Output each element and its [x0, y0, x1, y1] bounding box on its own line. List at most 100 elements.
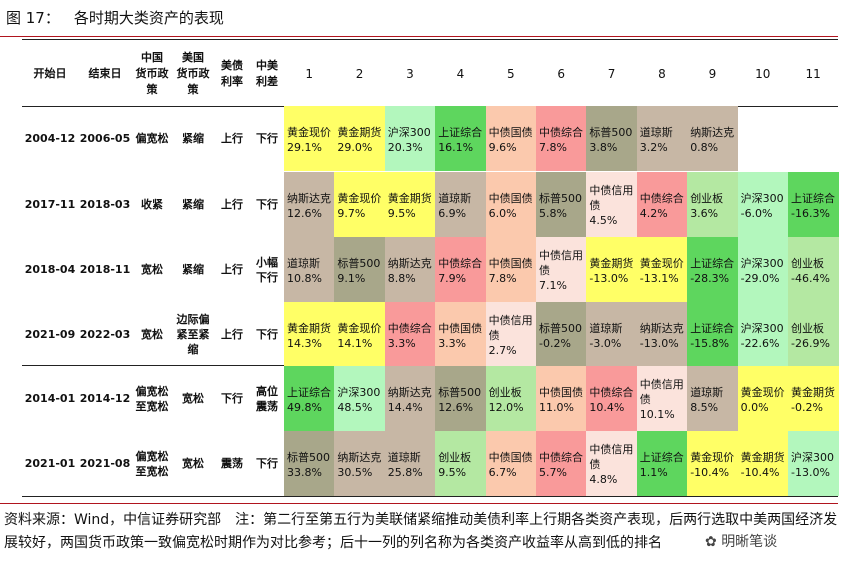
asset-name-line: 债 — [488, 329, 500, 342]
asset-cell: 中债信用债 4.8% — [586, 431, 638, 496]
asset-return: 33.8% — [287, 465, 322, 479]
header-text-line: 美国 — [182, 51, 204, 64]
row-spread-text: 下行 — [256, 327, 278, 342]
asset-return: 14.1% — [337, 336, 373, 350]
asset-name: 创业板 — [791, 321, 824, 335]
asset-cell: 黄金期货 9.5% — [384, 172, 436, 237]
row-cn-cell: 偏宽松 至宽松 — [132, 366, 172, 431]
footnote-rule — [0, 503, 838, 504]
asset-return: 12.0% — [488, 400, 524, 414]
asset-name: 黄金现价 — [740, 385, 785, 399]
asset-cell: 中债国债 11.0% — [536, 366, 587, 431]
footnote-text: 资料来源：Wind，中信证券研究部 注：第二行至第五行为美联储紧缩推动美债利率上… — [4, 512, 838, 551]
asset-return: 48.5% — [337, 400, 373, 414]
row-start-cell: 2021-09 — [22, 302, 78, 367]
row-us-line: 缩 — [187, 343, 199, 356]
header-text-line: 美债 — [221, 59, 243, 72]
asset-return: 8.8% — [387, 271, 416, 285]
asset-name: 标普500 — [589, 125, 633, 139]
asset-cell: 道琼斯 8.5% — [687, 366, 739, 431]
asset-cell: 中债综合 4.2% — [636, 172, 688, 237]
row-rate-cell: 震荡 — [214, 431, 250, 496]
asset-name: 标普500 — [287, 450, 330, 464]
asset-return: -26.9% — [791, 336, 830, 350]
asset-cell: 黄金现价 -13.1% — [636, 237, 688, 302]
asset-name: 道琼斯 — [438, 191, 472, 205]
wechat-icon: ✿ — [705, 534, 717, 550]
asset-name: 中债国债 — [438, 321, 483, 335]
asset-name: 沪深300 — [387, 125, 431, 139]
asset-name: 沪深300 — [740, 256, 784, 270]
row-end-cell: 2018-11 — [78, 237, 132, 302]
header-text-line: 策 — [187, 83, 199, 96]
asset-cell: 黄金期货 -13.0% — [586, 237, 638, 302]
asset-cell: 纳斯达克 14.4% — [384, 366, 436, 431]
asset-return: 20.3% — [387, 140, 423, 154]
asset-name-line: 债 — [589, 458, 601, 471]
asset-return: 5.8% — [539, 206, 567, 220]
asset-return: 3.3% — [387, 336, 416, 350]
asset-return: 29.1% — [287, 140, 322, 154]
asset-name-line: 中债信用 — [639, 378, 684, 391]
row-us-cell: 紧缩 — [172, 237, 214, 302]
row-cn-text: 宽松 — [141, 262, 163, 277]
header-rank-7: 7 — [607, 67, 616, 81]
asset-cell: 中债信用债 2.7% — [485, 302, 537, 367]
row-end-text: 2021-08 — [79, 457, 131, 470]
asset-name: 沪深300 — [740, 321, 784, 335]
row-rate-cell: 上行 — [214, 172, 250, 237]
asset-cell: 中债综合 7.8% — [536, 106, 587, 171]
row-spread-line: 下行 — [256, 457, 278, 470]
asset-return: -13.0% — [639, 336, 679, 350]
row-cn-line: 偏宽松 — [135, 384, 169, 398]
row-spread-cell: 下行 — [250, 302, 284, 367]
asset-name: 沪深300 — [740, 191, 784, 205]
asset-name: 上证综合 — [791, 191, 835, 205]
row-start-text: 2021-01 — [24, 457, 76, 470]
row-end-cell: 2021-08 — [78, 431, 132, 496]
asset-cell: 沪深300 -6.0% — [737, 172, 789, 237]
asset-cell: 沪深300 48.5% — [334, 366, 386, 431]
asset-cell: 沪深300 -29.0% — [737, 237, 789, 302]
figure-title: 图 17： 各时期大类资产的表现 — [0, 0, 847, 36]
asset-cell: 黄金期货 -0.2% — [788, 366, 839, 431]
row-spread-text: 下行 — [256, 131, 278, 146]
asset-return: -3.0% — [589, 336, 622, 350]
header-rank-2: 2 — [355, 67, 364, 81]
header-text-line: 利率 — [221, 75, 243, 88]
asset-cell: 黄金现价 14.1% — [334, 302, 386, 367]
asset-cell: 道琼斯 25.8% — [384, 431, 436, 496]
asset-cell: 中债综合 3.3% — [384, 302, 436, 367]
asset-cell: 中债信用债 7.1% — [536, 237, 587, 302]
asset-return: 6.9% — [438, 206, 467, 220]
asset-return: 30.5% — [337, 465, 373, 479]
asset-return: 10.4% — [589, 400, 625, 414]
asset-cell: 标普500 12.6% — [435, 366, 487, 431]
row-us-text: 边际偏 紧至紧缩 — [177, 312, 210, 357]
row-us-text: 宽松 — [182, 456, 204, 471]
asset-return: 29.0% — [337, 140, 373, 154]
row-cn-line: 偏宽松 — [135, 449, 169, 463]
asset-name: 创业板 — [690, 191, 724, 205]
asset-name: 纳斯达克 — [337, 450, 382, 464]
row-us-text: 紧缩 — [182, 197, 204, 212]
asset-return: 49.8% — [287, 400, 322, 414]
table-top-rule — [22, 39, 838, 40]
row-spread-text: 下行 — [256, 197, 278, 212]
header-rank-11: 11 — [805, 67, 821, 81]
asset-return: -28.3% — [690, 271, 730, 285]
row-rate-line: 下行 — [221, 392, 243, 405]
header-text-line: 货币政 — [135, 67, 169, 80]
asset-return: -0.2% — [791, 400, 823, 414]
asset-return: 12.6% — [438, 400, 474, 414]
header-rank-10: 10 — [755, 67, 771, 81]
asset-cell: 纳斯达克 30.5% — [334, 431, 386, 496]
asset-cell: 上证综合 16.1% — [435, 106, 487, 171]
asset-name-line: 债 — [539, 264, 550, 277]
header-text: 美债 利率 — [221, 58, 243, 90]
row-us-text: 紧缩 — [182, 131, 204, 146]
asset-cell: 上证综合 49.8% — [284, 366, 335, 431]
asset-cell: 黄金现价 9.7% — [334, 172, 386, 237]
asset-return: 0.0% — [740, 400, 769, 414]
asset-cell: 道琼斯 10.8% — [284, 237, 335, 302]
